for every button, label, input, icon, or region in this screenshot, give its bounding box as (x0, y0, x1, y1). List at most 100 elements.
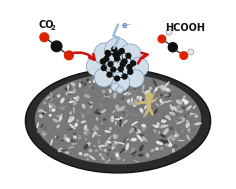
Ellipse shape (109, 119, 112, 120)
Ellipse shape (171, 87, 173, 91)
Ellipse shape (154, 87, 158, 91)
Ellipse shape (66, 114, 71, 120)
Ellipse shape (52, 108, 56, 112)
Ellipse shape (102, 76, 107, 81)
Ellipse shape (115, 84, 118, 87)
Ellipse shape (86, 142, 91, 146)
Ellipse shape (60, 115, 64, 117)
Ellipse shape (157, 94, 160, 100)
Ellipse shape (67, 98, 71, 100)
Ellipse shape (110, 149, 113, 154)
Ellipse shape (117, 152, 119, 154)
Ellipse shape (111, 147, 114, 149)
Ellipse shape (175, 120, 179, 123)
Ellipse shape (87, 109, 89, 114)
Ellipse shape (112, 110, 115, 113)
Ellipse shape (184, 101, 188, 105)
Ellipse shape (170, 104, 173, 111)
Ellipse shape (104, 130, 111, 133)
Ellipse shape (178, 109, 183, 113)
Ellipse shape (42, 132, 47, 135)
Ellipse shape (108, 82, 112, 89)
Ellipse shape (106, 93, 108, 100)
Ellipse shape (107, 141, 112, 144)
Ellipse shape (44, 123, 46, 126)
Ellipse shape (150, 94, 154, 97)
Text: e⁻: e⁻ (121, 21, 131, 30)
Ellipse shape (144, 104, 148, 110)
Ellipse shape (123, 120, 128, 124)
Ellipse shape (49, 97, 52, 101)
Ellipse shape (114, 123, 116, 127)
Ellipse shape (84, 144, 88, 149)
Circle shape (117, 86, 123, 93)
Circle shape (116, 51, 120, 56)
Ellipse shape (112, 76, 115, 78)
Ellipse shape (95, 149, 98, 152)
Ellipse shape (60, 149, 68, 152)
Ellipse shape (160, 146, 167, 149)
Ellipse shape (160, 101, 166, 105)
Ellipse shape (65, 138, 70, 142)
Ellipse shape (135, 126, 139, 131)
Circle shape (101, 59, 105, 64)
Circle shape (128, 69, 133, 74)
Ellipse shape (72, 85, 75, 89)
Ellipse shape (44, 101, 46, 105)
Ellipse shape (155, 103, 160, 107)
Ellipse shape (173, 146, 175, 148)
Ellipse shape (123, 91, 126, 93)
Ellipse shape (134, 87, 136, 90)
Ellipse shape (87, 131, 91, 134)
Ellipse shape (71, 99, 75, 103)
Circle shape (111, 83, 119, 91)
Ellipse shape (123, 137, 127, 144)
Ellipse shape (37, 122, 39, 128)
Circle shape (112, 47, 117, 52)
Ellipse shape (73, 97, 77, 99)
Ellipse shape (131, 98, 133, 101)
Ellipse shape (169, 112, 176, 116)
Ellipse shape (76, 95, 79, 101)
Ellipse shape (138, 75, 143, 80)
Ellipse shape (106, 107, 110, 110)
Ellipse shape (172, 101, 173, 103)
Circle shape (113, 52, 118, 57)
Ellipse shape (120, 148, 125, 154)
Ellipse shape (183, 95, 186, 99)
Ellipse shape (92, 87, 94, 89)
Circle shape (122, 59, 127, 64)
Ellipse shape (193, 105, 196, 109)
Ellipse shape (123, 159, 124, 161)
Circle shape (40, 33, 49, 42)
Ellipse shape (74, 140, 76, 143)
Ellipse shape (159, 139, 160, 142)
Text: CO: CO (38, 20, 54, 30)
Ellipse shape (128, 101, 134, 105)
Ellipse shape (189, 112, 192, 117)
Ellipse shape (62, 93, 64, 95)
Ellipse shape (121, 150, 124, 153)
Ellipse shape (136, 132, 142, 136)
Ellipse shape (105, 158, 112, 163)
Ellipse shape (122, 111, 124, 114)
Ellipse shape (175, 113, 178, 116)
Ellipse shape (111, 144, 117, 148)
Ellipse shape (188, 113, 189, 115)
Ellipse shape (94, 125, 99, 131)
Ellipse shape (74, 123, 78, 127)
Circle shape (168, 43, 177, 52)
Ellipse shape (165, 81, 170, 87)
Circle shape (108, 62, 113, 67)
Ellipse shape (85, 128, 89, 131)
Ellipse shape (100, 81, 104, 84)
Circle shape (126, 69, 144, 88)
Ellipse shape (88, 150, 92, 152)
Ellipse shape (110, 115, 114, 122)
Ellipse shape (55, 137, 60, 140)
Ellipse shape (104, 74, 111, 78)
Ellipse shape (48, 95, 55, 100)
Ellipse shape (107, 130, 111, 134)
Circle shape (107, 72, 112, 77)
Ellipse shape (94, 131, 97, 135)
